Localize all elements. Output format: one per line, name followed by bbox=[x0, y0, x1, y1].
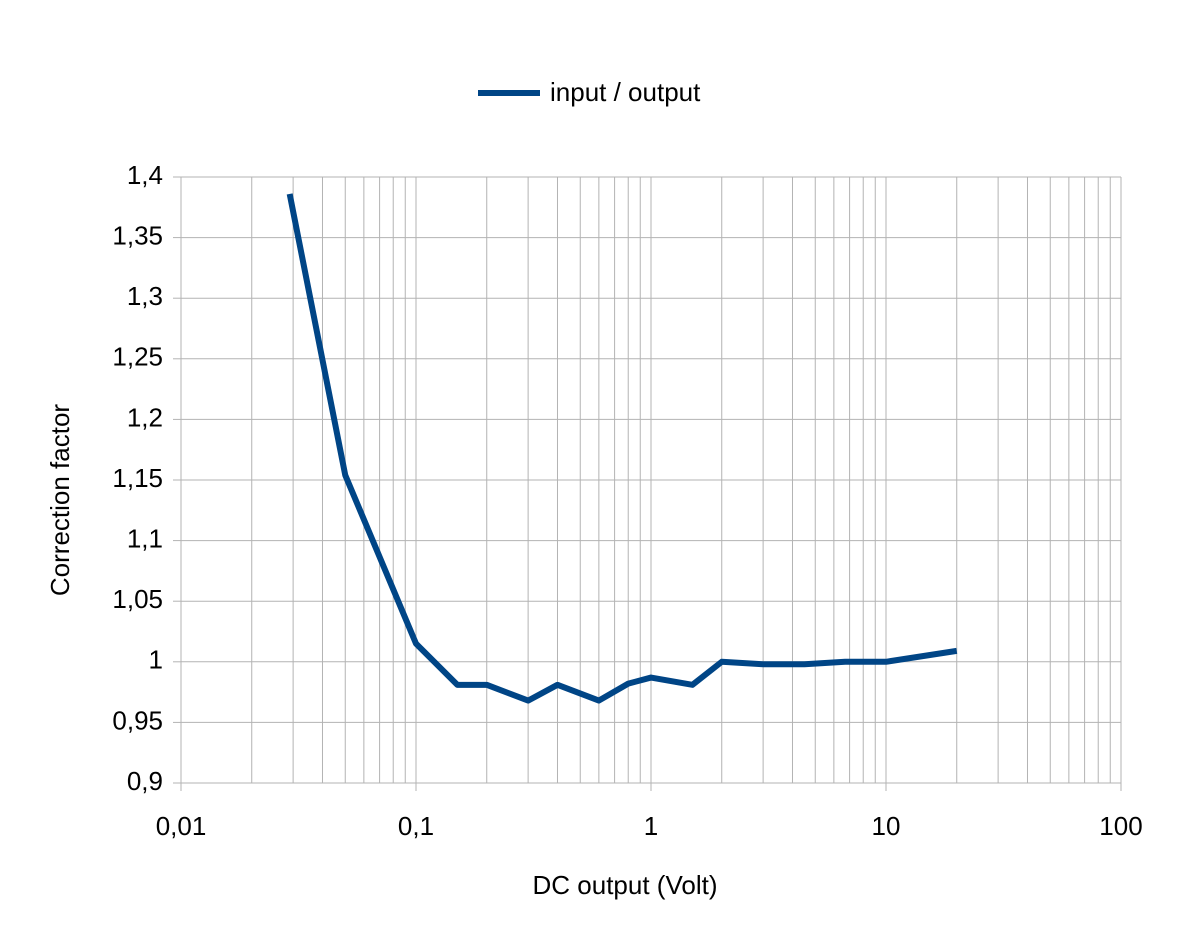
y-tick-label: 1,05 bbox=[112, 584, 163, 614]
x-axis-label: DC output (Volt) bbox=[533, 870, 718, 900]
x-tick-label: 0,01 bbox=[156, 811, 207, 841]
y-tick-label: 0,95 bbox=[112, 705, 163, 735]
y-tick-label: 1,35 bbox=[112, 220, 163, 250]
y-tick-label: 1,3 bbox=[127, 281, 163, 311]
y-tick-label: 1,25 bbox=[112, 342, 163, 372]
y-tick-label: 0,9 bbox=[127, 766, 163, 796]
y-tick-label: 1,4 bbox=[127, 160, 163, 190]
y-tick-label: 1,2 bbox=[127, 402, 163, 432]
y-tick-label: 1,15 bbox=[112, 463, 163, 493]
data-line bbox=[286, 193, 958, 704]
legend-label: input / output bbox=[550, 77, 701, 107]
y-tick-label: 1,1 bbox=[127, 523, 163, 553]
y-axis-label: Correction factor bbox=[45, 404, 75, 597]
y-tick-label: 1 bbox=[149, 645, 163, 675]
x-tick-label: 0,1 bbox=[398, 811, 434, 841]
x-tick-label: 100 bbox=[1099, 811, 1142, 841]
x-tick-label: 1 bbox=[644, 811, 658, 841]
x-tick-label: 10 bbox=[872, 811, 901, 841]
